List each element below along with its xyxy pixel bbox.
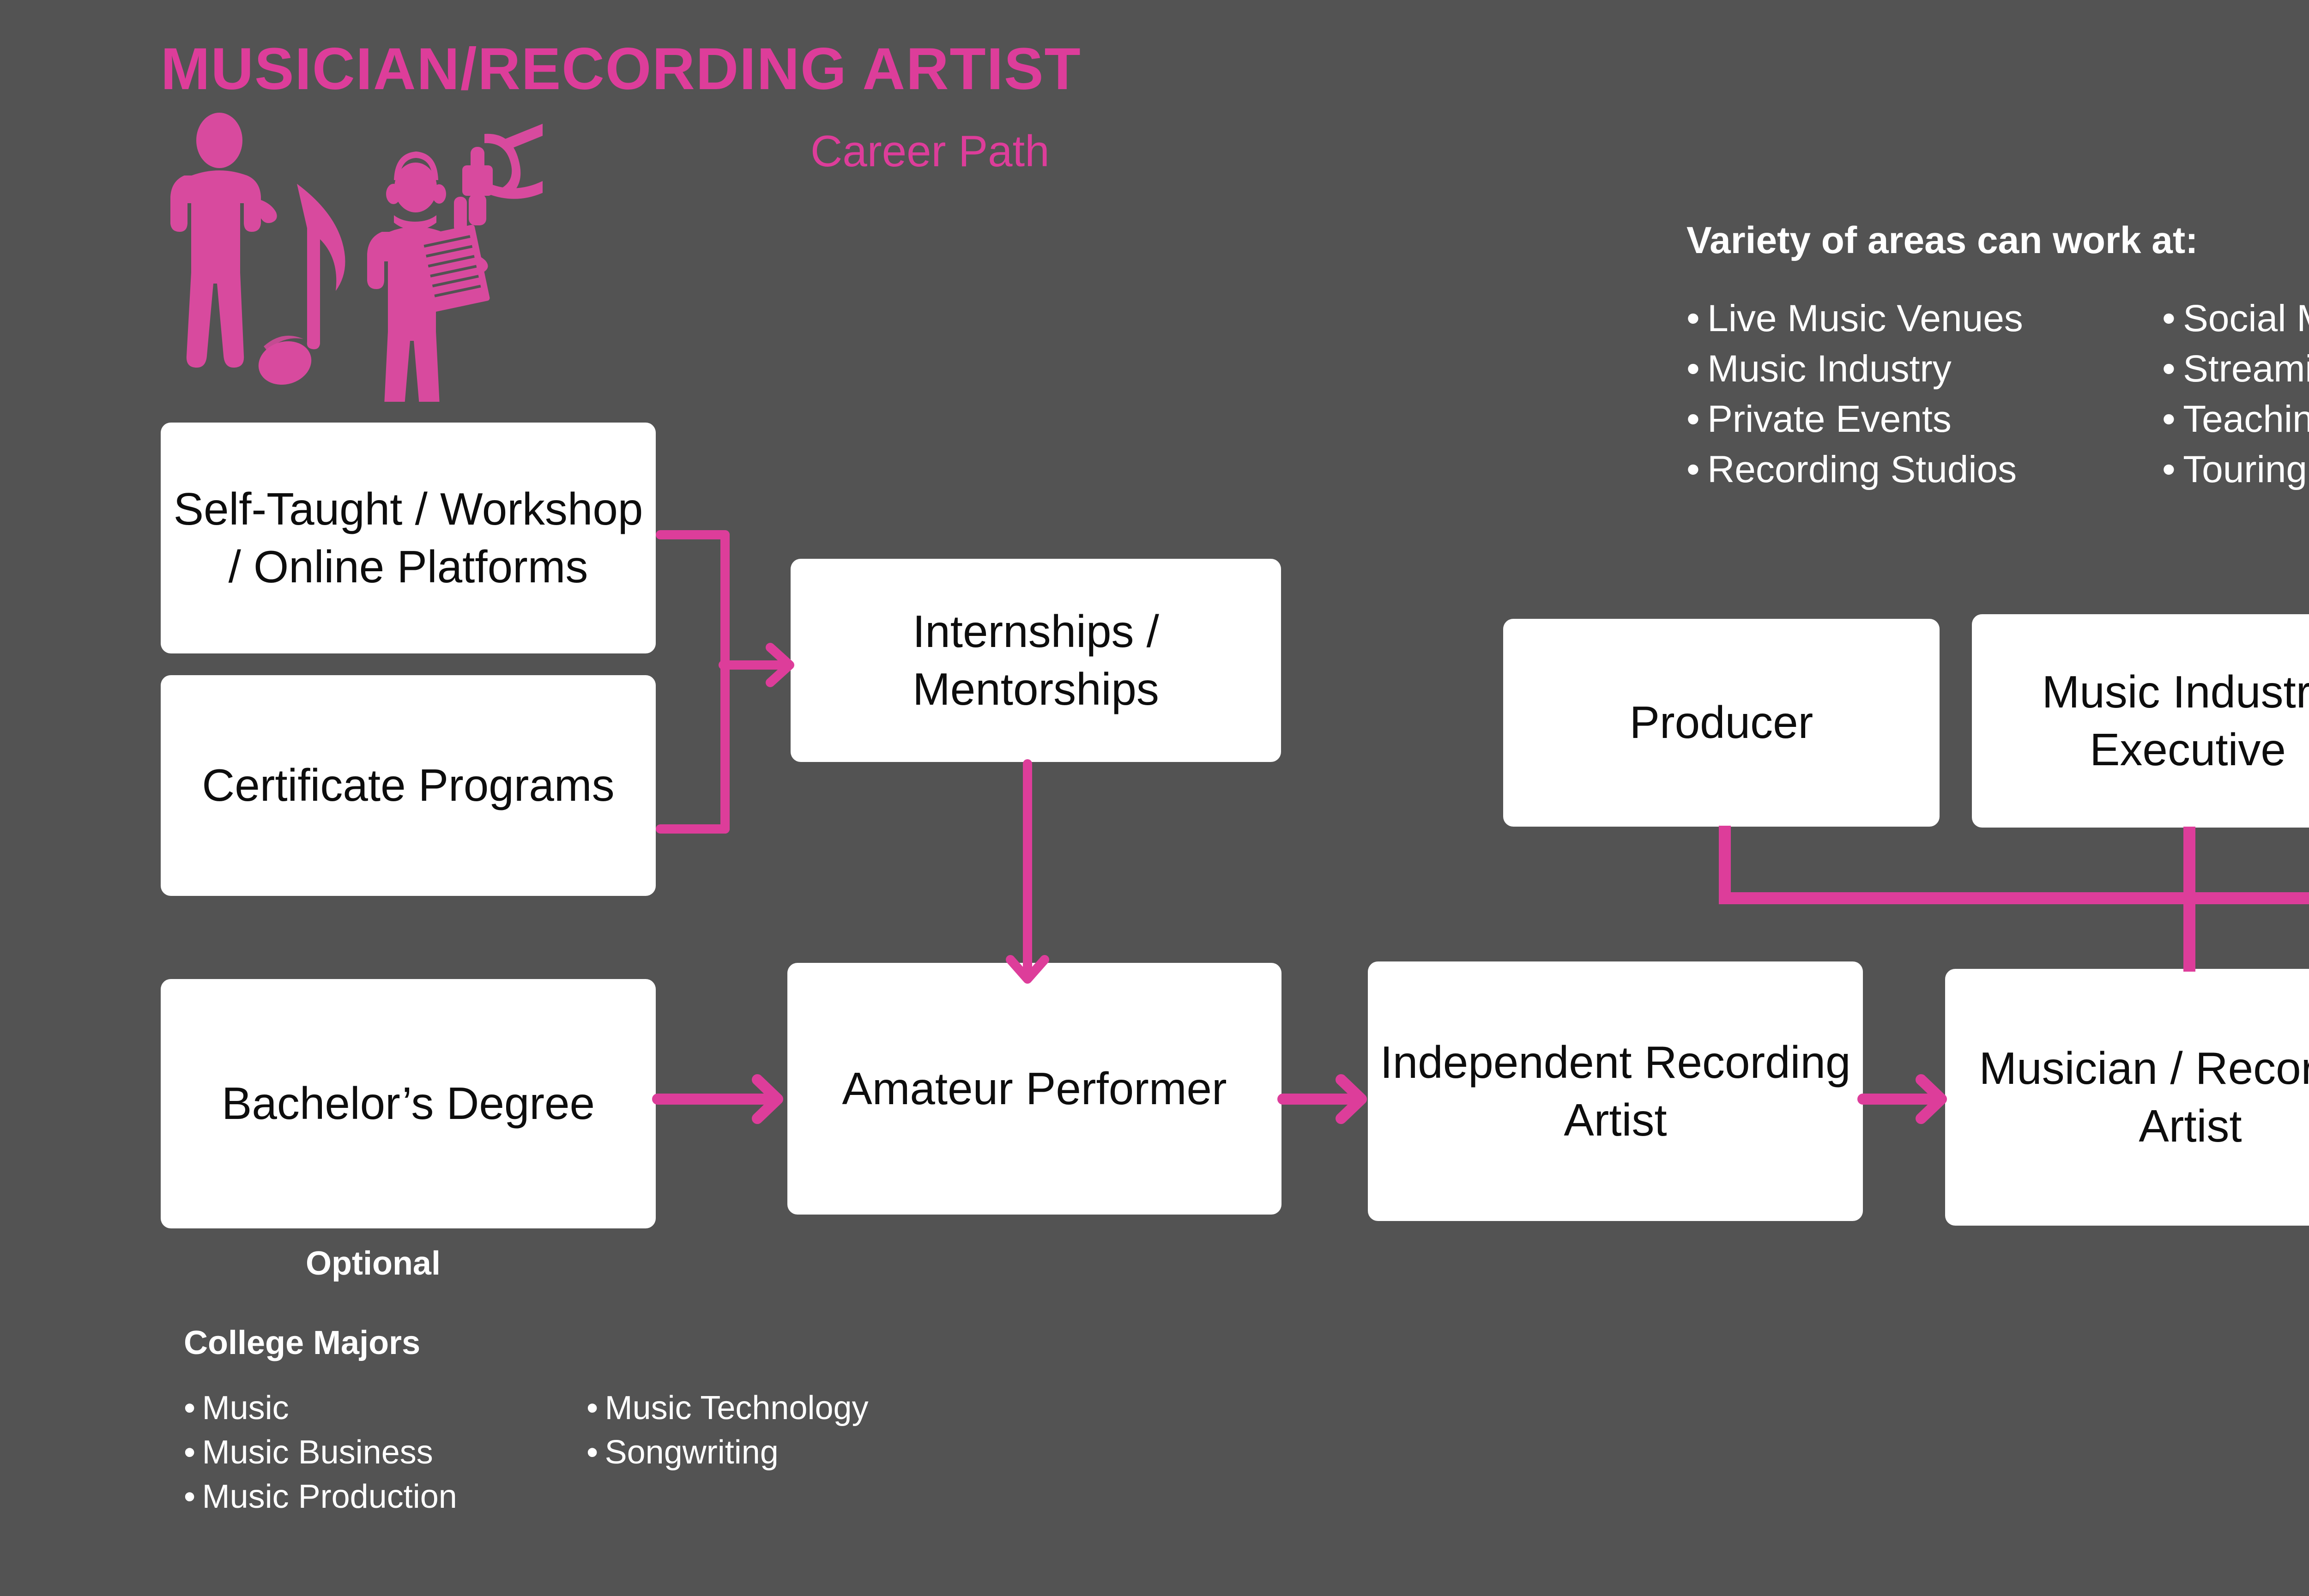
connector-left-bracket-spine [720, 530, 730, 834]
bullet-dot: • [1686, 448, 1700, 491]
areas-panel-heading: Variety of areas can work at: [1686, 219, 2198, 261]
list-item: • Live Music Venues [1686, 293, 2023, 344]
bullet-dot: • [2162, 398, 2176, 441]
list-item: • Music Technology [586, 1386, 869, 1431]
node-internships-mentorships[interactable]: Internships / Mentorships [791, 559, 1281, 762]
list-item: •Teaching Music [2162, 394, 2309, 444]
list-item: • Songwriting [586, 1431, 869, 1475]
bullet-dot: • [184, 1478, 196, 1515]
list-item-label: Private Events [1707, 398, 1952, 441]
bullet-dot: • [1686, 348, 1700, 390]
bullet-dot: • [2162, 297, 2176, 339]
arrow-bachelors-to-amateur [652, 1074, 783, 1124]
list-item: • Music [184, 1386, 457, 1431]
node-self-taught[interactable]: Self-Taught / Workshop / Online Platform… [161, 423, 656, 653]
list-item: • Music Business [184, 1431, 457, 1475]
bullet-dot: • [2162, 348, 2176, 390]
connector-busbar-to-musician [2183, 892, 2195, 972]
page-title: MUSICIAN/RECORDING ARTIST [161, 36, 1082, 102]
node-independent-recording-artist[interactable]: Independent Recording Artist [1368, 961, 1863, 1221]
node-musician-recording-artist[interactable]: Musician / Recording Artist [1945, 969, 2309, 1226]
connector-certificate-to-bracket [656, 824, 730, 834]
majors-list-column-1: • Music • Music Business • Music Production [184, 1386, 457, 1519]
node-certificate-programs[interactable]: Certificate Programs [161, 675, 656, 896]
college-majors-heading: College Majors [184, 1324, 421, 1361]
bullet-dot: • [586, 1390, 598, 1427]
list-item-label: Social Media [2183, 297, 2309, 339]
list-item-label: Live Music Venues [1707, 297, 2023, 339]
arrow-independent-to-musician [1857, 1074, 1947, 1124]
bullet-dot: • [184, 1390, 196, 1427]
list-item: • Touring [2162, 444, 2309, 495]
node-bachelors-degree[interactable]: Bachelor’s Degree [161, 979, 656, 1228]
bullet-dot: • [2162, 448, 2176, 491]
connector-self-taught-to-bracket [656, 530, 730, 539]
page-subtitle: Career Path [810, 127, 1050, 176]
list-item-label: Music Production [202, 1478, 457, 1515]
majors-list-column-2: • Music Technology • Songwriting [586, 1386, 869, 1475]
list-item-label: Music [202, 1390, 289, 1427]
musician-illustration [170, 113, 543, 402]
list-item-label: Touring [2183, 448, 2308, 491]
list-item-label: Recording Studios [1707, 448, 2017, 491]
list-item: • Music Production [184, 1475, 457, 1519]
node-producer[interactable]: Producer [1503, 619, 1940, 827]
bullet-dot: • [1686, 398, 1700, 441]
connector-trio-busbar [1719, 892, 2309, 904]
list-item: • Recording Studios [1686, 444, 2023, 495]
node-music-industry-executive[interactable]: Music Industry Executive [1972, 614, 2309, 828]
list-item-label: Songwriting [604, 1433, 779, 1471]
list-item: • Music Industry [1686, 344, 2023, 394]
bullet-dot: • [586, 1433, 598, 1471]
connector-exec-drop [2183, 827, 2195, 904]
list-item: •Streaming Services [2162, 344, 2309, 394]
list-item-label: Music Technology [604, 1390, 869, 1427]
areas-list-column-2: •Social Media •Streaming Services •Teach… [2162, 293, 2309, 495]
node-amateur-performer[interactable]: Amateur Performer [787, 963, 1281, 1215]
list-item-label: Music Industry [1707, 348, 1952, 390]
optional-label: Optional [306, 1245, 441, 1282]
connector-producer-drop [1719, 826, 1731, 904]
areas-list-column-1: • Live Music Venues • Music Industry • Priv… [1686, 293, 2023, 495]
arrow-internships-to-amateur [1006, 759, 1049, 984]
list-item: • Private Events [1686, 394, 2023, 444]
bullet-dot: • [1686, 297, 1700, 339]
list-item: •Social Media [2162, 293, 2309, 344]
list-item-label: Streaming Services [2183, 348, 2309, 390]
arrow-amateur-to-independent [1277, 1074, 1367, 1124]
bullet-dot: • [184, 1433, 196, 1471]
list-item-label: Music Business [202, 1433, 433, 1471]
list-item-label: Teaching Music [2183, 398, 2309, 441]
arrow-bracket-to-internships [719, 643, 794, 687]
